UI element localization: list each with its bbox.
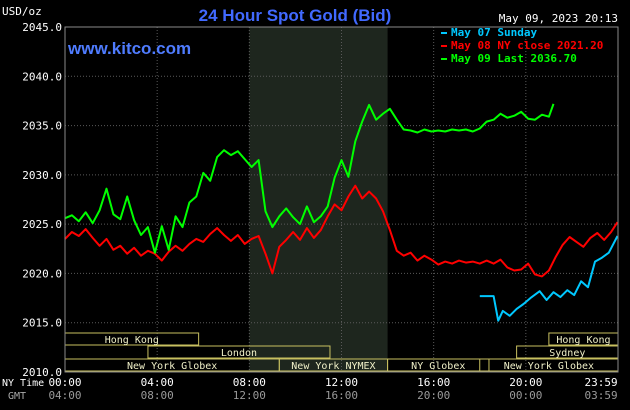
y-tick-label: 2040.0 [22, 70, 62, 83]
session-label: London [221, 348, 257, 359]
timestamp: May 09, 2023 20:13 [499, 12, 618, 25]
gmt-tick-label: 04:00 [48, 389, 81, 402]
gmt-tick-label: 08:00 [141, 389, 174, 402]
ny-tick-label: 16:00 [417, 376, 450, 389]
unit-label: USD/oz [2, 5, 42, 18]
series-line-1 [64, 184, 619, 278]
ny-tick-label: 23:59 [584, 376, 617, 389]
session-bar: NY Globex [387, 358, 490, 372]
legend-label: May 09 Last 2036.70 [451, 52, 577, 65]
session-label: New York Globex [127, 361, 217, 372]
session-bar: London [147, 345, 331, 359]
chart-title: 24 Hour Spot Gold (Bid) [199, 6, 392, 25]
session-label: New York Globex [504, 361, 594, 372]
y-tick-label: 2010.0 [22, 366, 62, 379]
series-line-2 [64, 103, 555, 254]
series-line-0 [479, 235, 619, 322]
gmt-label: GMT [8, 391, 26, 402]
ny-tick-label: 00:00 [48, 376, 81, 389]
y-tick-label: 2020.0 [22, 267, 62, 280]
y-tick-label: 2015.0 [22, 317, 62, 330]
session-label: New York NYMEX [291, 361, 375, 372]
gmt-tick-label: 20:00 [417, 389, 450, 402]
gmt-tick-label: 03:59 [584, 389, 617, 402]
watermark: www.kitco.com [67, 39, 191, 58]
y-tick-label: 2045.0 [22, 21, 62, 34]
gmt-tick-label: 12:00 [233, 389, 266, 402]
session-bar: Hong Kong [548, 332, 619, 346]
plot-frame [64, 26, 619, 373]
session-label: Hong Kong [556, 335, 610, 346]
session-bar: New York NYMEX [278, 358, 389, 372]
ny-time-label: NY Time [2, 378, 44, 389]
highlight-band-layer [249, 27, 388, 372]
session-label: Sydney [549, 348, 585, 359]
y-tick-label: 2035.0 [22, 120, 62, 133]
legend-entry: May 09 Last 2036.70 [441, 52, 577, 65]
ny-tick-label: 08:00 [233, 376, 266, 389]
series-layer [64, 103, 619, 322]
y-tick-labels: 2010.0 2015.0 2020.0 2025.0 2030.0 2035.0 2040… [22, 21, 62, 379]
y-tick-label: 2030.0 [22, 169, 62, 182]
ny-tick-label: 20:00 [509, 376, 542, 389]
legend-label: May 07 Sunday [451, 26, 537, 39]
highlight-band [249, 27, 388, 372]
y-tick-label: 2025.0 [22, 218, 62, 231]
legend-entry: May 08 NY close 2021.20 [441, 39, 603, 52]
ny-tick-label: 12:00 [325, 376, 358, 389]
session-label: NY Globex [411, 361, 465, 372]
legend-entry: May 07 Sunday [441, 26, 537, 39]
session-label: Hong Kong [105, 335, 159, 346]
ny-tick-label: 04:00 [141, 376, 174, 389]
session-box [387, 358, 490, 372]
session-box [147, 345, 331, 359]
gmt-tick-label: 16:00 [325, 389, 358, 402]
legend-label: May 08 NY close 2021.20 [451, 39, 603, 52]
gmt-tick-label: 00:00 [509, 389, 542, 402]
x-tick-labels: 00:0004:0004:0008:0008:0012:0012:0016:00… [48, 376, 617, 402]
session-layer: Hong Kong London New York Globex New York N… [64, 332, 619, 372]
